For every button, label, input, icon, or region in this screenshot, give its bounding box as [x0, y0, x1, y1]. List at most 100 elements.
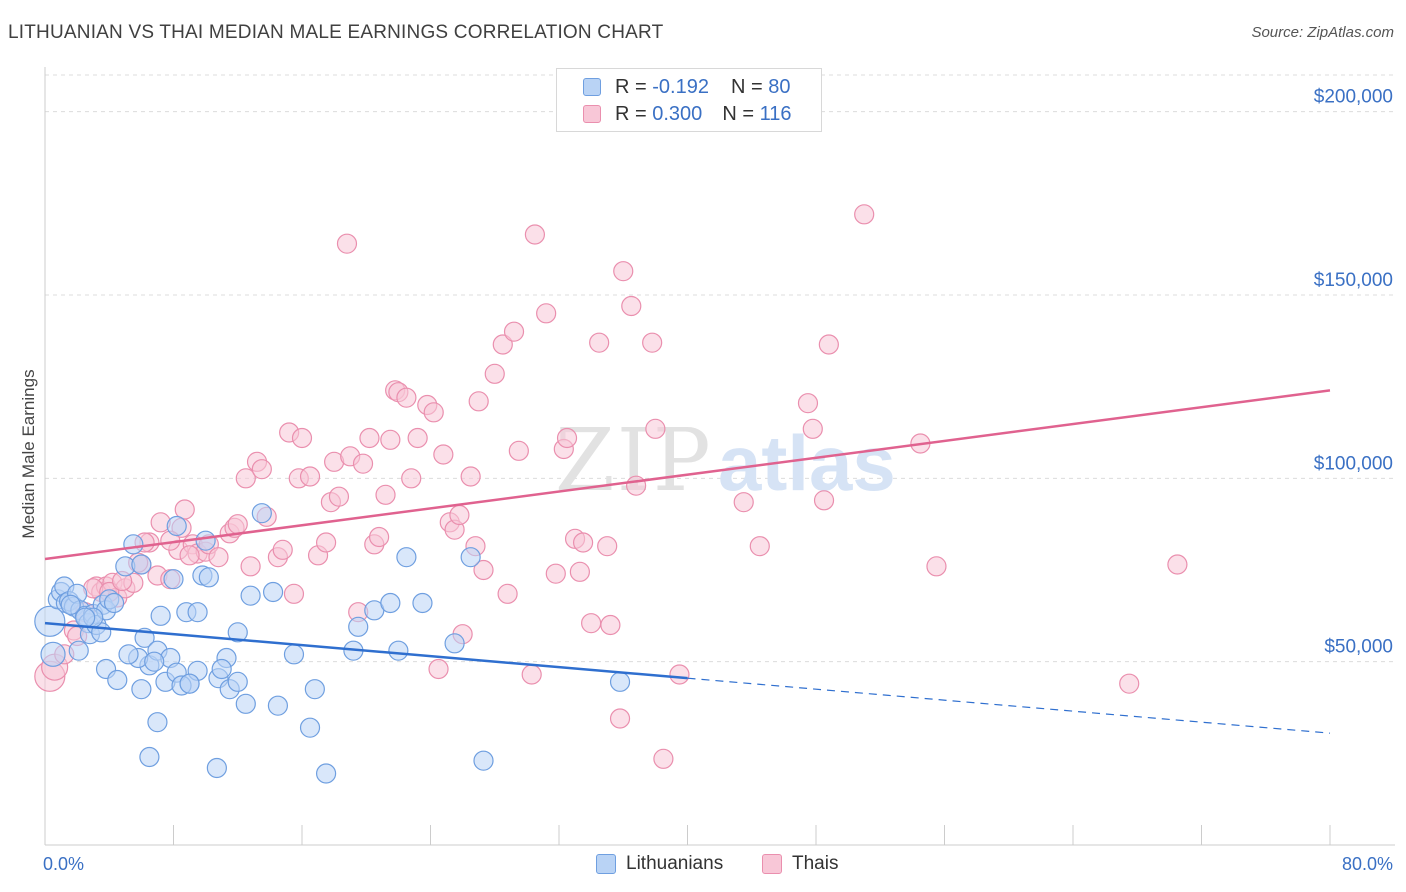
thais-point — [235, 468, 256, 489]
lithuanians-point — [460, 547, 481, 568]
lithuanians-trend-line — [44, 621, 688, 680]
legend-n-value: 116 — [759, 102, 792, 125]
legend-n-value: 80 — [768, 75, 791, 98]
thais-point — [468, 391, 489, 412]
y-tick-label: $100,000 — [1314, 453, 1393, 474]
y-tick-label: $50,000 — [1324, 637, 1393, 658]
thais-point — [283, 583, 305, 604]
lithuanians-point — [262, 581, 284, 603]
thais-point — [396, 387, 417, 408]
trend-lines — [44, 389, 1331, 734]
thais-point — [369, 526, 390, 548]
svg-text:ZIP: ZIP — [555, 411, 713, 511]
lithuanians-point — [235, 693, 256, 714]
lithuanians-point — [103, 592, 125, 614]
thais-point — [492, 334, 513, 355]
lithuanians-point — [444, 633, 465, 654]
thais-point — [818, 334, 839, 355]
legend-row-lithuanians: R = -0.192 N = 80 — [583, 74, 790, 100]
thais-point — [572, 532, 594, 553]
thais-point — [497, 583, 518, 604]
thais-point — [291, 427, 313, 449]
stats-legend: R = -0.192 N = 80 R = 0.300 N = 116 — [556, 68, 822, 132]
bottom-legend-label: Lithuanians — [626, 853, 724, 874]
lithuanians-point — [150, 605, 171, 626]
legend-r-value: -0.192 — [652, 75, 709, 98]
lithuanians-point — [380, 592, 401, 614]
lithuanians-point — [118, 644, 139, 665]
thais-point — [299, 466, 321, 487]
lithuanians-point — [139, 746, 160, 768]
thais-point — [600, 614, 621, 636]
thais-point — [524, 224, 546, 245]
y-tick-label: $200,000 — [1314, 87, 1393, 108]
y-tick-labels: $50,000 $100,000 $150,000 $200,000 — [1314, 87, 1393, 658]
thais-point — [407, 427, 428, 449]
thais-point — [1119, 673, 1140, 694]
thais-point — [401, 468, 422, 489]
lithuanians-point — [299, 717, 321, 738]
lithuanians-point — [131, 679, 152, 700]
thais-point — [1167, 554, 1188, 575]
lithuanians-point — [40, 641, 66, 667]
thais-point — [433, 444, 454, 465]
lithuanians-point — [195, 530, 216, 551]
lithuanians-point — [396, 547, 417, 568]
lithuanians-point — [166, 515, 187, 537]
x-tick-label-max: 80.0% — [1342, 854, 1393, 874]
legend-swatch-pink — [583, 105, 601, 123]
thais-point — [208, 547, 229, 568]
thais-point — [802, 418, 823, 439]
lithuanians-point — [348, 616, 369, 637]
lithuanians-point — [60, 594, 81, 615]
lithuanians-point — [211, 658, 232, 680]
thais-point — [581, 613, 602, 634]
lithuanians-point — [283, 644, 305, 665]
lithuanians-point — [240, 585, 261, 606]
thais-point — [613, 261, 634, 282]
lithuanians-points — [34, 503, 631, 784]
thais-point — [272, 539, 293, 560]
thais-point — [315, 532, 337, 553]
legend-swatch-blue — [583, 78, 601, 96]
bottom-legend-swatch-blue — [596, 854, 616, 874]
x-tick-label-min: 0.0% — [43, 854, 84, 874]
thais-point — [359, 427, 380, 449]
thais-point — [854, 204, 875, 225]
lithuanians-point — [198, 567, 219, 588]
thais-point — [521, 664, 542, 685]
lithuanians-trend-extension — [687, 677, 1331, 734]
lithuanians-point — [147, 712, 168, 733]
legend-r-label: R = — [615, 102, 647, 125]
lithuanians-point — [179, 673, 200, 694]
thais-point — [653, 748, 674, 769]
bottom-legend-label: Thais — [792, 853, 839, 874]
legend-row-thais: R = 0.300 N = 116 — [583, 101, 791, 127]
legend-r-label: R = — [615, 75, 647, 98]
thais-point — [749, 536, 770, 557]
lithuanians-point — [144, 651, 165, 672]
thais-point — [625, 475, 647, 496]
lithuanians-point — [107, 669, 128, 691]
lithuanians-point — [187, 602, 208, 623]
thais-point — [428, 658, 449, 680]
thais-point — [449, 504, 470, 526]
y-tick-label: $150,000 — [1314, 270, 1393, 291]
legend-n-label: N = — [722, 102, 754, 125]
thais-point — [240, 556, 261, 577]
lithuanians-point — [206, 757, 227, 779]
thais-point — [328, 486, 350, 507]
thais-point — [569, 561, 590, 582]
thais-point — [813, 490, 835, 511]
legend-r-value: 0.300 — [652, 102, 703, 125]
thais-point — [556, 427, 578, 449]
thais-point — [733, 492, 754, 513]
lithuanians-point — [304, 679, 325, 700]
lithuanians-point — [388, 640, 409, 661]
lithuanians-point — [131, 554, 152, 575]
lithuanians-point — [412, 592, 433, 614]
legend-n-label: N = — [730, 75, 763, 98]
chart-title: LITHUANIAN VS THAI MEDIAN MALE EARNINGS … — [8, 22, 664, 43]
bottom-legend-swatch-pink — [762, 854, 782, 874]
